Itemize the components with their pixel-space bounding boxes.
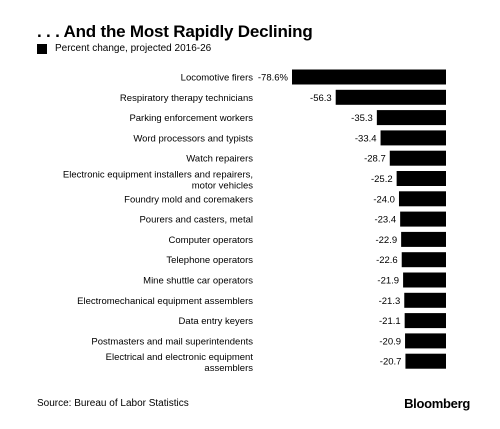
value-label-0: -78.6%: [258, 73, 289, 84]
category-label-7: Pourers and casters, metal: [139, 215, 253, 226]
bar-12: [404, 313, 446, 329]
value-label-6: -24.0: [373, 194, 395, 205]
legend: Percent change, projected 2016-26: [37, 43, 211, 54]
value-label-8: -22.9: [375, 235, 397, 246]
value-label-13: -20.9: [379, 336, 401, 347]
source-note: Source: Bureau of Labor Statistics: [37, 398, 189, 409]
bar-5: [396, 171, 446, 186]
bar-8: [401, 231, 446, 247]
bar-9: [401, 252, 446, 268]
value-label-10: -21.9: [377, 276, 399, 287]
category-label-8: Computer operators: [169, 235, 254, 246]
value-label-11: -21.3: [379, 296, 401, 307]
bar-6: [398, 191, 446, 207]
value-label-3: -33.4: [355, 133, 377, 144]
category-label-11: Electromechanical equipment assemblers: [77, 296, 253, 307]
category-label-1: Respiratory therapy technicians: [120, 93, 253, 104]
bar-14: [405, 353, 446, 369]
category-label-2: Parking enforcement workers: [129, 113, 253, 124]
bar-10: [403, 272, 446, 288]
value-label-14: -20.7: [380, 357, 402, 368]
value-label-5: -25.2: [371, 174, 393, 185]
category-label-10: Mine shuttle car operators: [143, 276, 253, 287]
legend-label: Percent change, projected 2016-26: [55, 43, 212, 54]
bar-0: [292, 69, 446, 85]
category-label-6: Foundry mold and coremakers: [124, 194, 253, 205]
value-label-4: -28.7: [364, 154, 386, 165]
value-label-2: -35.3: [351, 113, 373, 124]
category-label-4: Watch repairers: [186, 154, 253, 165]
bar-1: [335, 89, 446, 105]
bar-4: [389, 150, 446, 166]
bar-13: [405, 333, 446, 349]
category-label-13: Postmasters and mail superintendents: [91, 336, 253, 347]
category-label-0: Locomotive firers: [181, 73, 254, 84]
bloomberg-logo: Bloomberg: [404, 396, 470, 411]
category-label-12: Data entry keyers: [179, 316, 254, 327]
category-label-14: Electrical and electronic equipment assem…: [106, 352, 254, 374]
value-label-7: -23.4: [374, 215, 396, 226]
bar-3: [380, 130, 446, 146]
chart-title: . . . And the Most Rapidly Declining: [37, 22, 313, 41]
bar-11: [404, 292, 446, 308]
value-label-9: -22.6: [376, 255, 398, 266]
category-label-5: Electronic equipment installers and repa…: [63, 170, 253, 192]
bar-7: [400, 211, 446, 227]
legend-swatch: [37, 43, 47, 54]
value-label-12: -21.1: [379, 316, 401, 327]
category-label-3: Word processors and typists: [133, 133, 253, 144]
category-label-9: Telephone operators: [166, 255, 253, 266]
bar-2: [376, 110, 446, 126]
value-label-1: -56.3: [310, 93, 332, 104]
